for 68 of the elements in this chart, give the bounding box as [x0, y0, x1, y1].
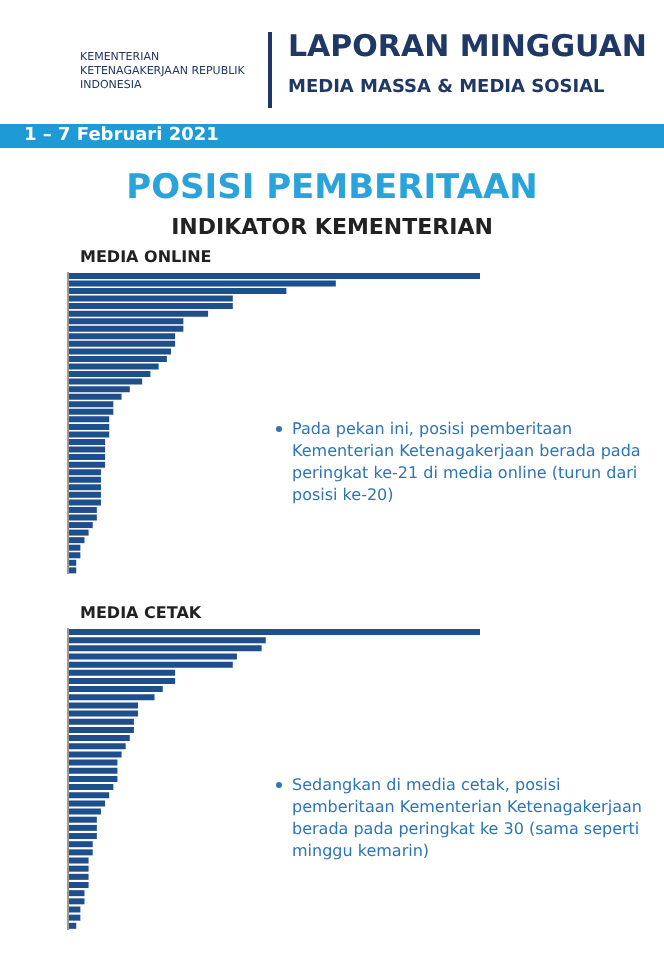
bar	[68, 484, 101, 491]
bar	[68, 735, 130, 742]
bar	[68, 710, 139, 717]
bar	[68, 491, 101, 498]
bar	[68, 759, 118, 766]
bar	[68, 857, 89, 864]
bar	[68, 514, 97, 521]
bar	[68, 363, 159, 370]
bar	[68, 378, 143, 385]
bar	[68, 272, 480, 279]
bar	[68, 824, 97, 831]
bar	[68, 882, 89, 889]
text: INDIKATOR KEMENTERIAN	[169, 214, 495, 240]
bar	[68, 873, 89, 880]
bar	[68, 348, 171, 355]
bar	[68, 439, 106, 446]
bar	[68, 726, 134, 733]
chart-title: MEDIA ONLINE	[80, 248, 212, 266]
bar	[68, 333, 176, 340]
bar	[68, 767, 118, 774]
bar	[68, 446, 106, 453]
bar	[68, 865, 89, 872]
bar	[68, 401, 114, 408]
bar	[68, 751, 122, 758]
text: 1 – 7 Februari 2021	[24, 124, 219, 148]
annotation: Pada pekan ini, posisi pemberitaan Kementerian Ketenagakerjaan berada pada peringkat ke-21 di media online (turun dari posisi ke-20)	[292, 418, 643, 506]
bar	[68, 476, 101, 483]
bar	[68, 529, 89, 536]
bar	[68, 890, 85, 897]
text: LAPORAN MINGGUAN	[288, 28, 647, 64]
bar	[68, 416, 110, 423]
text: POSISI PEMBERITAAN	[124, 168, 540, 208]
bar	[68, 355, 167, 362]
chart-title: MEDIA CETAK	[80, 604, 202, 622]
bar	[68, 522, 93, 529]
bar	[68, 775, 118, 782]
bar	[68, 841, 93, 848]
bar	[68, 469, 101, 476]
bar	[68, 303, 233, 310]
bar	[68, 454, 106, 461]
bar	[68, 499, 101, 506]
bar	[68, 816, 97, 823]
bar	[68, 898, 85, 905]
bar	[68, 628, 480, 635]
bar	[68, 808, 101, 815]
bar	[68, 340, 176, 347]
bar	[68, 537, 85, 544]
bar	[68, 661, 233, 668]
bar	[68, 506, 97, 513]
bar	[68, 423, 110, 430]
bar	[68, 743, 126, 750]
bar	[68, 784, 114, 791]
text: MEDIA MASSA & MEDIA SOSIAL	[288, 76, 605, 100]
bar	[68, 371, 151, 378]
bar	[68, 833, 97, 840]
bar	[68, 461, 106, 468]
bar	[68, 849, 93, 856]
bar	[68, 792, 110, 799]
bar	[68, 645, 262, 652]
bar	[68, 800, 106, 807]
bar	[68, 718, 134, 725]
bar	[68, 408, 114, 415]
annotation: Sedangkan di media cetak, posisi pemberitaan Kementerian Ketenagakerjaan berada pada peringkat ke 30 (sama seperti minggu kemarin)	[292, 774, 644, 862]
bar	[68, 694, 155, 701]
bar	[68, 431, 110, 438]
bar	[68, 677, 176, 684]
bar	[68, 325, 184, 332]
bar	[68, 393, 122, 400]
